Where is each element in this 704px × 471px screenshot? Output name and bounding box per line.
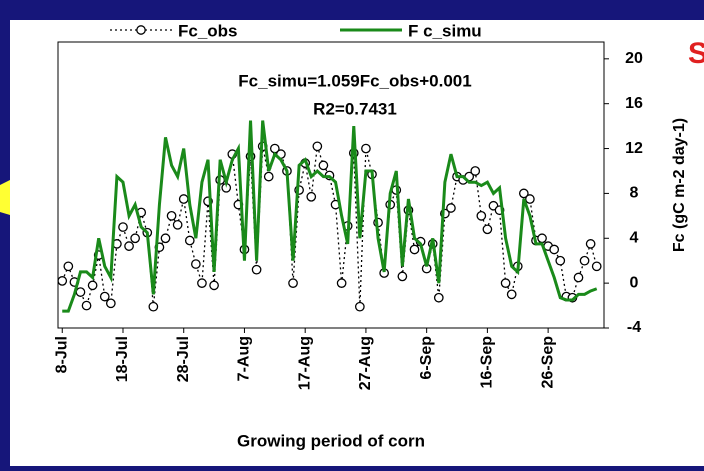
- point: [197, 278, 207, 288]
- y-tick-label: 20: [625, 50, 643, 67]
- x-tick-label: 16-Sep: [479, 336, 496, 389]
- legend-label: Fc_obs: [178, 21, 238, 40]
- point: [476, 210, 487, 221]
- x-tick-label: 18-Jul: [114, 336, 131, 382]
- y-tick-label: 12: [625, 140, 643, 157]
- point: [124, 241, 134, 251]
- point: [99, 291, 110, 302]
- point: [482, 224, 493, 235]
- x-tick-label: 7-Aug: [236, 336, 253, 381]
- series-line: [62, 120, 598, 313]
- point: [525, 194, 535, 204]
- point: [318, 160, 329, 171]
- point: [446, 203, 456, 213]
- point: [409, 244, 420, 255]
- x-tick-label: 26-Sep: [539, 336, 556, 389]
- slide-letter: S: [688, 37, 704, 70]
- point: [361, 143, 371, 154]
- point: [263, 171, 274, 182]
- point: [57, 276, 68, 286]
- point: [433, 292, 444, 303]
- point: [537, 233, 547, 244]
- point: [160, 233, 171, 244]
- point: [506, 289, 517, 300]
- point: [549, 244, 560, 255]
- point: [555, 255, 566, 266]
- y-tick-label: -4: [627, 319, 641, 336]
- point: [579, 255, 590, 266]
- point: [178, 194, 189, 204]
- y-tick-label: 4: [630, 229, 639, 246]
- x-axis-label: Growing period of corn: [237, 431, 425, 450]
- star-fragment: [0, 180, 10, 215]
- point: [184, 235, 195, 246]
- point: [166, 210, 177, 221]
- x-tick-label: 27-Aug: [357, 336, 374, 390]
- x-tick-label: 8-Jul: [53, 336, 70, 373]
- legend-marker: [136, 25, 146, 35]
- annotation: R2=0.7431: [313, 99, 397, 118]
- point: [470, 166, 481, 176]
- point: [397, 271, 408, 282]
- point: [130, 233, 140, 244]
- y-tick-label: 0: [630, 274, 639, 291]
- point: [209, 280, 219, 291]
- annotation: Fc_simu=1.059Fc_obs+0.001: [238, 71, 471, 90]
- point: [500, 278, 511, 288]
- y-axis-label: Fc (gC m-2 day-1): [671, 118, 688, 252]
- point: [585, 239, 596, 249]
- point: [118, 222, 128, 232]
- point: [81, 300, 92, 311]
- point: [306, 191, 317, 202]
- point: [148, 301, 159, 312]
- point: [591, 261, 602, 272]
- plot-frame: [57, 41, 605, 329]
- y-tick-label: 16: [625, 95, 643, 112]
- legend-label: F c_simu: [408, 21, 482, 40]
- point: [87, 280, 98, 291]
- point: [336, 278, 347, 288]
- point: [312, 141, 323, 152]
- x-tick-label: 17-Aug: [296, 336, 313, 390]
- point: [354, 301, 365, 312]
- point: [518, 188, 529, 199]
- point: [191, 259, 201, 269]
- point: [251, 264, 262, 275]
- point: [288, 278, 298, 288]
- point: [573, 272, 584, 283]
- y-tick-label: 8: [630, 185, 639, 202]
- x-tick-label: 6-Sep: [418, 336, 435, 380]
- x-tick-label: 28-Jul: [175, 336, 192, 382]
- point: [63, 261, 74, 272]
- point: [75, 287, 86, 297]
- point: [172, 219, 183, 230]
- point: [105, 298, 116, 309]
